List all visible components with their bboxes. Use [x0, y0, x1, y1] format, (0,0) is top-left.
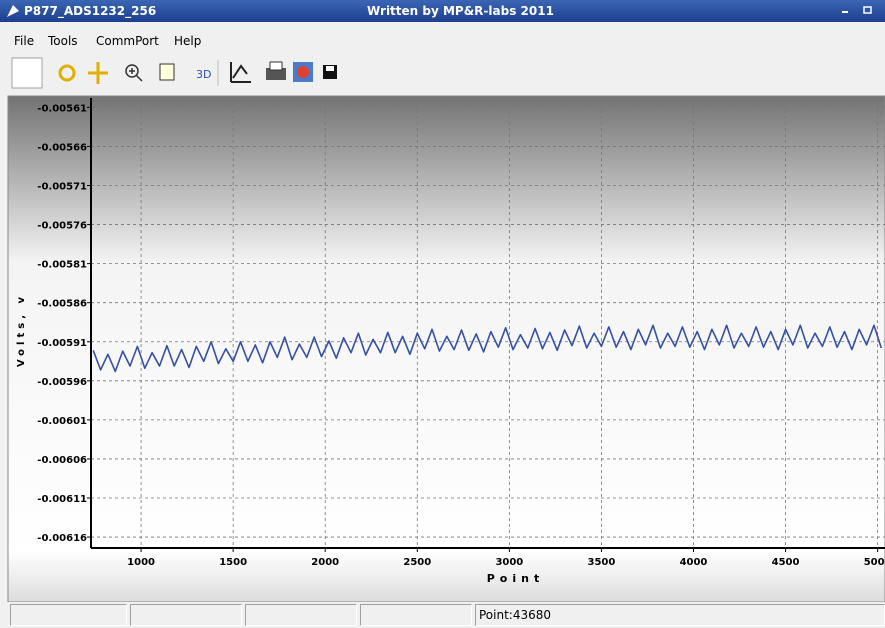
y-tick-label: -0.00571 [37, 182, 87, 193]
y-tick-label: -0.00561 [37, 103, 87, 114]
toolbar-box [11, 57, 43, 89]
y-tick-label: -0.00566 [37, 142, 87, 153]
window-subtitle: Written by MP&R-labs 2011 [367, 4, 554, 18]
menu-bar: File Tools CommPort Help [0, 34, 885, 54]
menu-item[interactable]: Help [174, 34, 202, 48]
status-panel [10, 604, 127, 626]
menu-item[interactable]: File [14, 34, 35, 48]
x-tick-label: 4000 [680, 557, 708, 568]
x-tick-label: 1500 [219, 557, 247, 568]
x-tick-label: 4500 [772, 557, 800, 568]
y-tick-label: -0.00591 [37, 338, 87, 349]
x-tick-label: 2000 [311, 557, 339, 568]
plot-area [92, 324, 883, 373]
y-tick-label: -0.00581 [37, 260, 87, 271]
y-tick-label: -0.00611 [37, 494, 87, 505]
x-tick-label: 3000 [495, 557, 523, 568]
frame-button[interactable] [159, 63, 175, 81]
status-panel [360, 604, 472, 626]
window-title: P877_ADS1232_256 [24, 4, 157, 18]
x-axis-title: Point [487, 572, 544, 585]
menu-item[interactable]: CommPort [96, 34, 159, 48]
chart: -0.00561 -0.00566 -0.00571 -0.00576 -0.00581… [7, 95, 885, 602]
chart-settings-button[interactable] [230, 62, 251, 83]
signal-line [92, 324, 883, 373]
save-button[interactable] [323, 65, 337, 79]
refresh-button[interactable] [58, 64, 76, 82]
x-tick-label: 3500 [588, 557, 616, 568]
x-tick-label: 1000 [127, 557, 155, 568]
status-point: Point:43680 [475, 604, 885, 626]
pan-button[interactable] [88, 62, 108, 84]
y-tick-label: -0.00606 [37, 455, 87, 466]
menu-item[interactable]: Tools [48, 34, 78, 48]
status-panel [245, 604, 357, 626]
zoom-button[interactable] [125, 64, 143, 82]
plot-clip [92, 324, 883, 373]
y-tick-label: -0.00616 [37, 533, 87, 544]
x-tick-label: 5000 [864, 557, 885, 568]
y-tick-label: -0.00596 [37, 377, 87, 388]
export-button[interactable] [293, 62, 313, 82]
y-tick-label: -0.00601 [37, 416, 87, 427]
y-tick-label: -0.00576 [37, 221, 87, 232]
app-icon [7, 5, 19, 17]
y-tick-label: -0.00586 [37, 299, 87, 310]
status-bar: Point:43680 [0, 602, 885, 628]
chart-panel [7, 95, 885, 602]
window-controls[interactable] [840, 4, 880, 18]
3d-button[interactable]: 3D [196, 68, 211, 81]
toolbar: 3D [11, 57, 337, 89]
y-axis-title: Volts, v [16, 293, 27, 367]
print-button[interactable] [266, 61, 286, 80]
title-bar: P877_ADS1232_256 Written by MP&R-labs 20… [0, 0, 885, 22]
x-tick-label: 2500 [403, 557, 431, 568]
status-panel [130, 604, 242, 626]
